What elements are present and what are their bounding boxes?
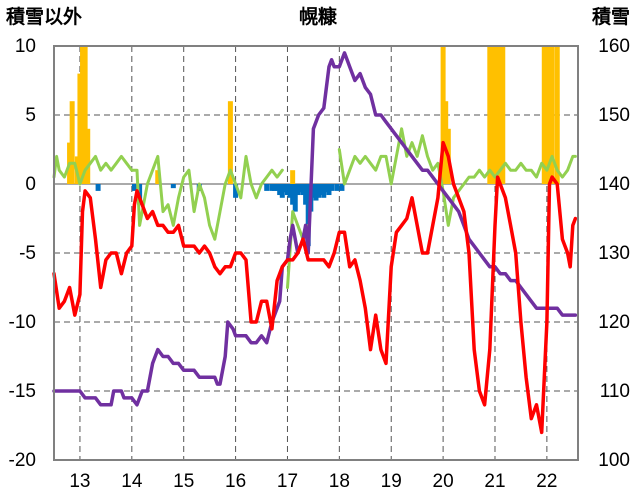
orange-bar bbox=[492, 46, 498, 184]
blue-bar bbox=[279, 184, 285, 198]
x-tick-label: 15 bbox=[173, 471, 194, 492]
orange-bar bbox=[546, 46, 552, 184]
right-y-tick-label: 110 bbox=[600, 381, 630, 402]
blue-bar bbox=[300, 184, 306, 196]
right-y-tick-label: 100 bbox=[598, 450, 630, 471]
green-series-line bbox=[52, 154, 284, 241]
right-y-axis-ticks: 160 150 140 130 120 110 100 bbox=[598, 36, 630, 471]
orange-bar bbox=[155, 170, 161, 184]
x-tick-label: 18 bbox=[329, 471, 350, 492]
orange-bar bbox=[554, 46, 560, 184]
line-series bbox=[52, 51, 578, 435]
chart-title: 幌糠 bbox=[299, 5, 338, 28]
x-tick-label: 19 bbox=[381, 471, 402, 492]
orange-bar bbox=[443, 101, 449, 184]
blue-bar bbox=[321, 184, 327, 198]
blue-bar bbox=[271, 184, 277, 191]
orange-bar bbox=[82, 46, 88, 184]
orange-bar bbox=[500, 46, 506, 184]
left-axis-label: 積雪以外 bbox=[6, 5, 82, 28]
orange-bar bbox=[227, 101, 233, 184]
blue-bar bbox=[329, 184, 335, 191]
blue-bar bbox=[292, 184, 298, 212]
blue-bar bbox=[316, 184, 322, 198]
left-y-axis-ticks: 10 5 0 -5 -10 -15 -20 bbox=[9, 36, 36, 471]
blue-bar bbox=[170, 184, 176, 189]
orange-bar bbox=[69, 101, 75, 184]
blue-bar bbox=[334, 184, 340, 191]
blue-bar bbox=[269, 184, 275, 191]
orange-bar bbox=[541, 46, 547, 184]
x-tick-label: 14 bbox=[121, 471, 143, 492]
blue-bar bbox=[287, 184, 293, 198]
right-y-tick-label: 120 bbox=[598, 312, 630, 333]
blue-bar bbox=[303, 184, 309, 205]
right-y-tick-label: 160 bbox=[598, 36, 630, 57]
left-y-tick-label: -20 bbox=[9, 450, 36, 471]
blue-bar bbox=[326, 184, 332, 196]
orange-bar bbox=[440, 46, 446, 184]
blue-bar bbox=[233, 184, 239, 198]
orange-bar bbox=[495, 46, 501, 184]
right-y-tick-label: 130 bbox=[598, 243, 630, 264]
blue-bar bbox=[131, 184, 137, 191]
left-y-tick-label: -10 bbox=[9, 312, 36, 333]
x-tick-label: 17 bbox=[277, 471, 298, 492]
x-tick-label: 21 bbox=[484, 471, 505, 492]
orange-bar bbox=[549, 46, 555, 184]
blue-bar bbox=[290, 184, 296, 205]
blue-bar bbox=[318, 184, 324, 196]
x-tick-label: 20 bbox=[433, 471, 454, 492]
orange-bar bbox=[489, 46, 495, 184]
left-y-tick-label: 5 bbox=[25, 105, 36, 126]
orange-bar bbox=[80, 46, 86, 184]
plot-frame bbox=[53, 45, 579, 461]
orange-bar bbox=[544, 46, 550, 184]
x-tick-label: 22 bbox=[536, 471, 557, 492]
blue-bar bbox=[295, 184, 301, 196]
blue-bar bbox=[264, 184, 270, 191]
left-y-tick-label: -15 bbox=[9, 381, 36, 402]
x-tick-label: 13 bbox=[69, 471, 90, 492]
blue-bar bbox=[297, 184, 303, 193]
left-y-tick-label: -5 bbox=[19, 243, 36, 264]
orange-bar bbox=[487, 46, 493, 184]
blue-bar bbox=[277, 184, 283, 196]
right-y-tick-label: 140 bbox=[598, 174, 630, 195]
blue-bar bbox=[313, 184, 319, 201]
right-axis-label: 積雪 bbox=[592, 5, 630, 28]
red-series-line bbox=[52, 140, 578, 435]
blue-bar bbox=[274, 184, 280, 191]
blue-bar bbox=[284, 184, 290, 196]
blue-bar bbox=[323, 184, 329, 193]
right-y-tick-label: 150 bbox=[598, 105, 630, 126]
x-tick-label: 16 bbox=[225, 471, 246, 492]
orange-bar bbox=[85, 128, 91, 184]
blue-bar bbox=[339, 184, 345, 191]
purple-series-line bbox=[52, 51, 578, 407]
left-y-tick-label: 10 bbox=[15, 36, 36, 57]
blue-bar bbox=[282, 184, 288, 193]
blue-bar bbox=[310, 184, 316, 198]
orange-bar bbox=[290, 170, 296, 184]
x-axis-ticks: 13 14 15 16 17 18 19 20 21 22 bbox=[69, 471, 557, 492]
orange-bar bbox=[77, 73, 83, 184]
green-series-line bbox=[337, 127, 577, 227]
orange-bar bbox=[497, 46, 503, 184]
left-y-tick-label: 0 bbox=[25, 174, 36, 195]
blue-bar bbox=[95, 184, 101, 191]
